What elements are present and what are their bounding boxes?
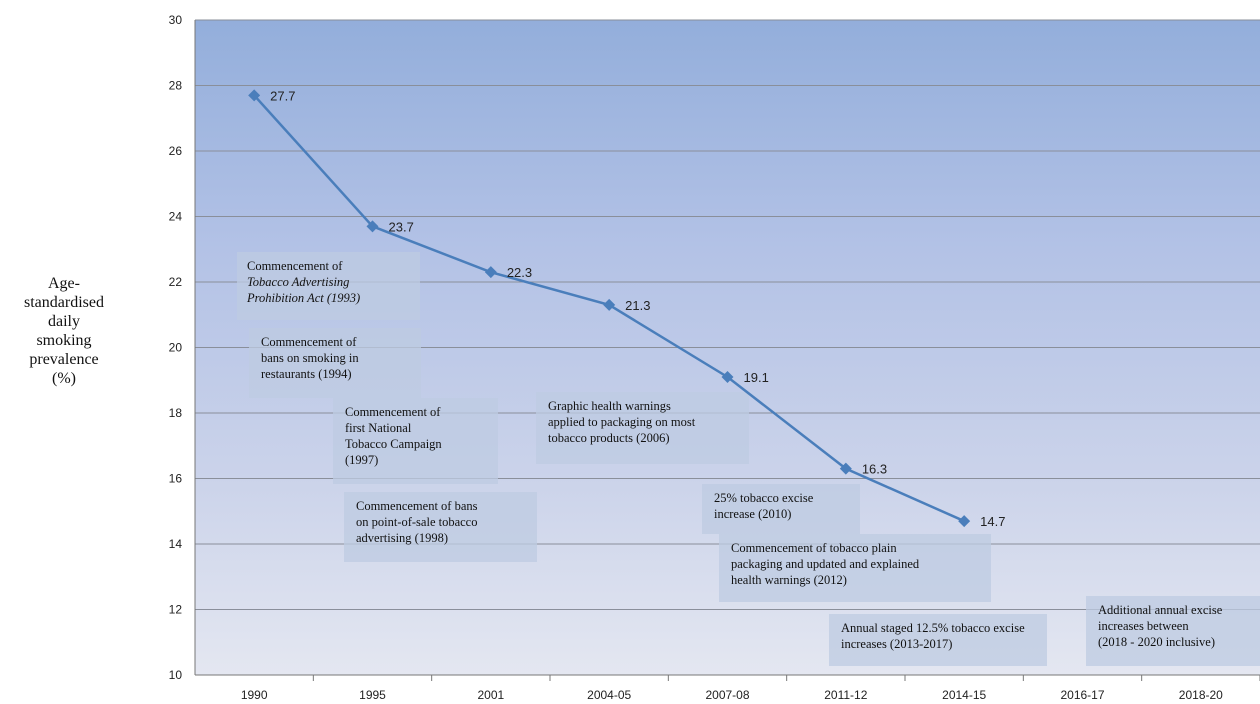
y-tick-label: 14	[169, 537, 183, 551]
annotation-text: bans on smoking in	[261, 351, 359, 365]
annotation-text: Additional annual excise	[1098, 603, 1223, 617]
y-tick-label: 10	[169, 668, 183, 682]
x-tick-label: 2004-05	[587, 688, 631, 702]
data-point	[484, 266, 497, 279]
annotation-box	[1086, 596, 1260, 666]
y-tick-label: 30	[169, 13, 183, 27]
y-tick-label: 12	[169, 603, 183, 617]
annotation-text: Graphic health warnings	[548, 399, 671, 413]
data-point	[366, 220, 379, 233]
data-label: 27.7	[270, 88, 295, 103]
y-axis-label: (%)	[52, 370, 76, 387]
y-axis-label: prevalence	[29, 351, 98, 368]
annotation-text: packaging and updated and explained	[731, 557, 920, 571]
annotation-box	[536, 392, 749, 464]
annotation-text: (1997)	[345, 453, 378, 467]
annotation-text: Commencement of bans	[356, 499, 478, 513]
annotation-box	[237, 252, 420, 320]
x-tick-label: 2007-08	[705, 688, 749, 702]
y-tick-label: 22	[169, 275, 183, 289]
y-tick-label: 20	[169, 341, 183, 355]
x-tick-label: 2018-20	[1179, 688, 1223, 702]
annotation-text: restaurants (1994)	[261, 367, 352, 381]
data-label: 16.3	[862, 462, 887, 477]
annotation-text: advertising (1998)	[356, 531, 448, 545]
annotation-text: increases (2013-2017)	[841, 637, 952, 651]
annotation-box	[344, 492, 537, 562]
y-axis-label: daily	[48, 313, 80, 330]
annotation-text: on point-of-sale tobacco	[356, 515, 477, 529]
annotation-box	[702, 484, 860, 534]
data-label: 23.7	[389, 219, 414, 234]
annotation-text: Annual staged 12.5% tobacco excise	[841, 621, 1025, 635]
annotation-text: Commencement of	[261, 335, 357, 349]
annotation-box	[719, 534, 991, 602]
annotation-text: first National	[345, 421, 412, 435]
y-tick-label: 26	[169, 144, 183, 158]
y-axis-label: smoking	[36, 332, 91, 349]
y-tick-label: 16	[169, 472, 183, 486]
data-label: 19.1	[744, 370, 769, 385]
annotation-text: Commencement of tobacco plain	[731, 541, 897, 555]
annotation-text: (2018 - 2020 inclusive)	[1098, 635, 1215, 649]
data-label: 21.3	[625, 298, 650, 313]
x-tick-label: 1990	[241, 688, 268, 702]
data-point	[839, 462, 852, 475]
annotation-text: applied to packaging on most	[548, 415, 696, 429]
annotation-text: Tobacco Advertising	[247, 275, 349, 289]
x-tick-label: 2014-15	[942, 688, 986, 702]
x-tick-label: 1995	[359, 688, 386, 702]
y-tick-label: 18	[169, 406, 183, 420]
annotation-text: Prohibition Act (1993)	[246, 291, 360, 305]
data-label: 14.7	[980, 514, 1005, 529]
data-label: 22.3	[507, 265, 532, 280]
x-tick-label: 2016-17	[1060, 688, 1104, 702]
annotation-text: increase (2010)	[714, 507, 791, 521]
annotation-box	[249, 328, 421, 398]
annotation-text: tobacco products (2006)	[548, 431, 670, 445]
data-point	[248, 89, 261, 102]
annotation-text: Commencement of	[345, 405, 441, 419]
y-tick-label: 28	[169, 79, 183, 93]
y-axis-label: standardised	[24, 294, 104, 311]
annotation-text: 25% tobacco excise	[714, 491, 814, 505]
data-point	[721, 370, 734, 383]
annotation-text: Commencement of	[247, 259, 343, 273]
x-tick-label: 2001	[477, 688, 504, 702]
annotation-text: Tobacco Campaign	[345, 437, 442, 451]
annotation-box	[829, 614, 1047, 666]
y-tick-label: 24	[169, 210, 183, 224]
data-point	[603, 298, 616, 311]
data-point	[958, 515, 971, 528]
annotation-box	[333, 398, 498, 484]
annotation-text: increases between	[1098, 619, 1189, 633]
y-axis-label: Age-	[48, 275, 80, 292]
annotation-text: health warnings (2012)	[731, 573, 847, 587]
x-tick-label: 2011-12	[824, 688, 867, 702]
